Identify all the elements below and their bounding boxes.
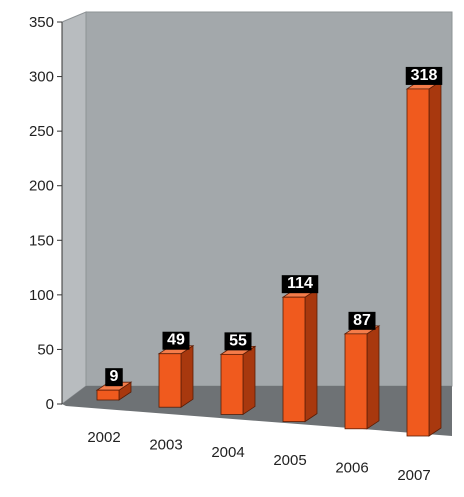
data-label-bg: [348, 311, 376, 330]
y-axis: 0 50 100 150 200 250 300 350: [29, 14, 63, 413]
x-tick-label: 2004: [211, 444, 244, 461]
bar: [220, 353, 244, 415]
data-label-bg: [162, 331, 190, 350]
data-label: 9: [110, 368, 119, 385]
x-tick-label: 2006: [335, 459, 368, 476]
bar-side: [242, 345, 256, 416]
bar-side: [304, 288, 318, 423]
y-tick-label: 200: [29, 178, 54, 195]
y-tick-label: 100: [29, 287, 54, 304]
bar-side: [366, 325, 380, 430]
x-tick-label: 2003: [149, 437, 182, 454]
bar: [282, 296, 306, 423]
data-label-bg: [105, 368, 123, 387]
data-labels-group: 9 49 55 114 87 318: [105, 66, 443, 387]
data-label: 55: [229, 332, 247, 349]
x-tick-label: 2002: [87, 429, 120, 446]
data-label: 87: [353, 312, 371, 329]
data-label: 49: [167, 332, 185, 349]
bar-side: [180, 344, 194, 408]
data-label-bg: [224, 332, 252, 351]
x-tick-label: 2005: [273, 452, 306, 469]
y-tick-label: 350: [29, 14, 54, 31]
side-wall: [61, 11, 87, 405]
back-wall: [85, 11, 453, 387]
y-tick-label: 300: [29, 69, 54, 86]
bar: [406, 88, 430, 437]
bar-side: [428, 80, 442, 437]
bar: [96, 389, 120, 401]
bars-group: [95, 80, 443, 437]
bar: [158, 353, 182, 408]
data-label: 114: [287, 275, 313, 292]
x-tick-label: 2007: [397, 467, 430, 484]
x-axis: 2002 2003 2004 2005 2006 2007: [87, 429, 430, 484]
bar: [344, 333, 368, 430]
y-tick-label: 250: [29, 123, 54, 140]
y-tick-label: 0: [46, 396, 54, 413]
data-label-bg: [281, 275, 319, 294]
data-label: 318: [411, 67, 438, 84]
y-tick-label: 150: [29, 232, 54, 249]
data-label-bg: [405, 66, 443, 85]
y-tick-label: 50: [37, 341, 54, 358]
